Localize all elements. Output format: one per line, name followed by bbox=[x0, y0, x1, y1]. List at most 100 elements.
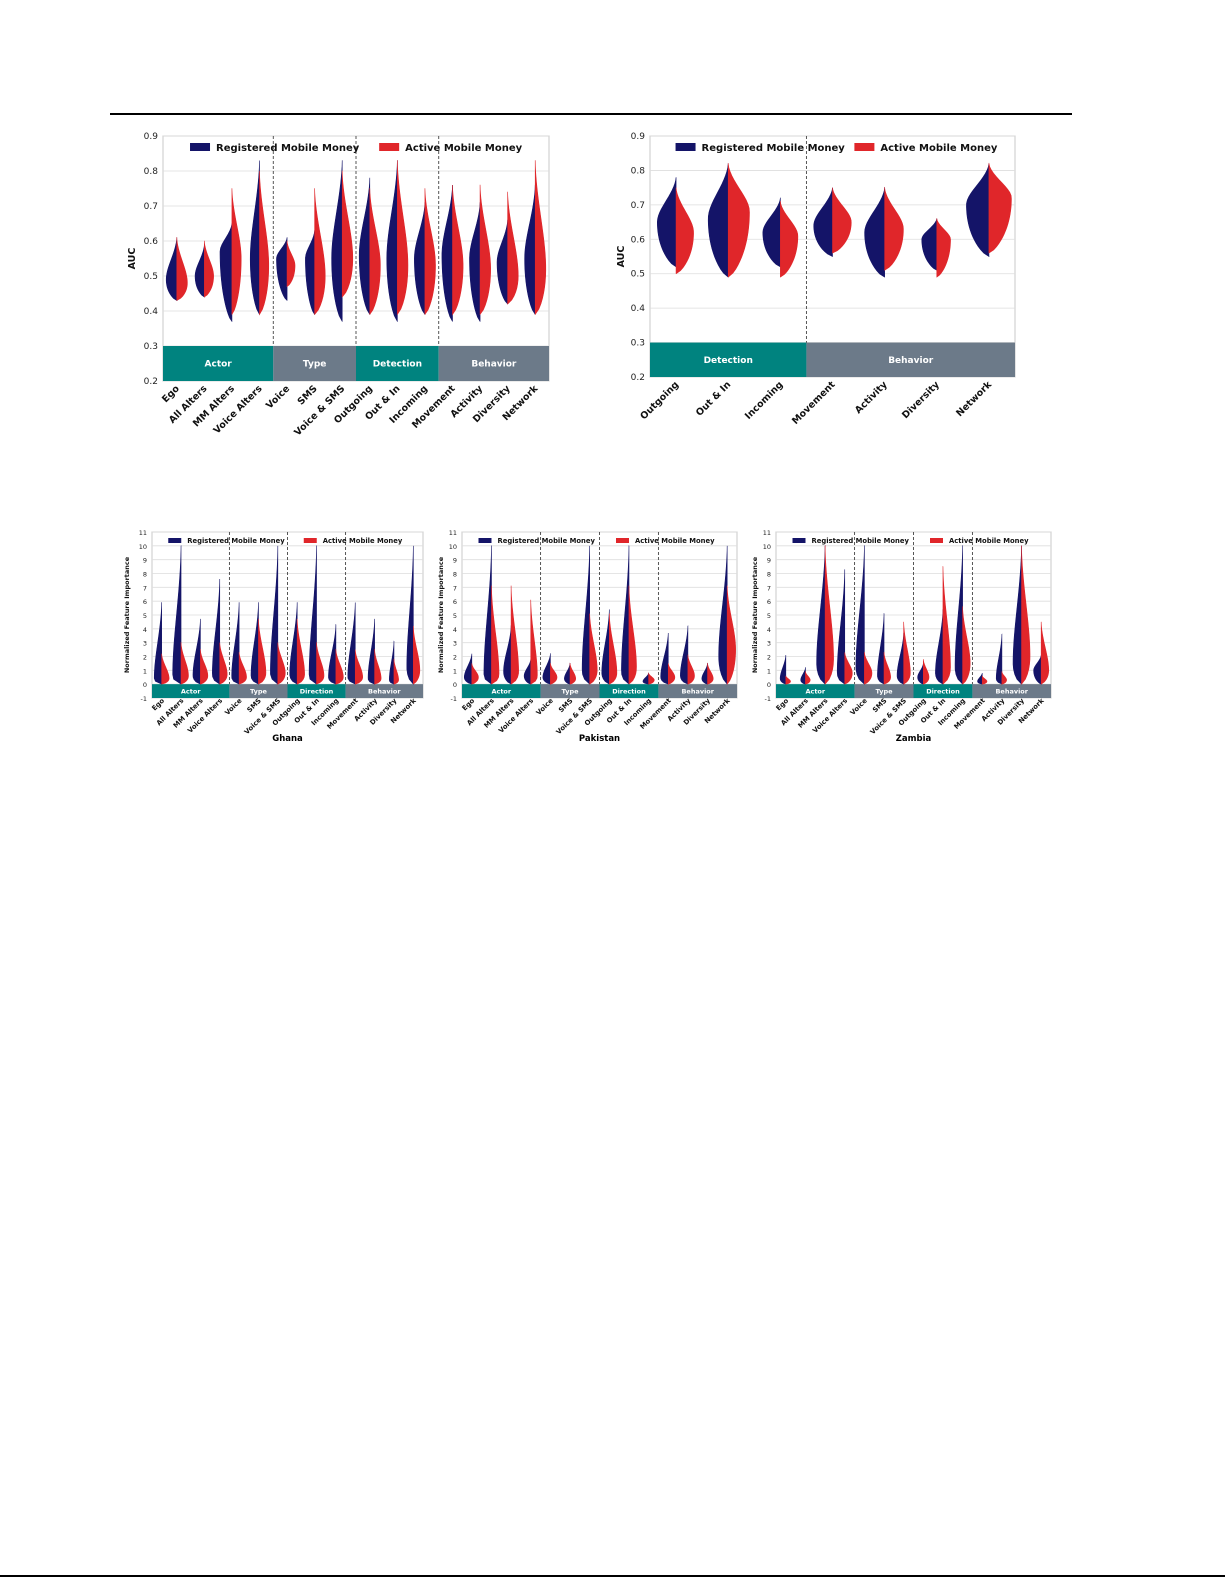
category-label-ego: Ego bbox=[461, 697, 477, 713]
violin-registered-mobile-money-movement bbox=[441, 184, 453, 322]
violin-registered-mobile-money-network bbox=[718, 545, 728, 685]
category-label-voice-alters: Voice Alters bbox=[212, 383, 265, 436]
violin-active-mobile-money-mm-alters bbox=[824, 545, 834, 685]
violin-active-mobile-money-diversity bbox=[1021, 545, 1031, 685]
y-tick-label: 7 bbox=[767, 584, 771, 592]
y-axis-label: Normalized Feature Importance bbox=[437, 556, 445, 673]
violin-registered-mobile-money-ego bbox=[165, 237, 178, 301]
legend-swatch-registered bbox=[478, 538, 492, 543]
violin-active-mobile-money-out-in bbox=[727, 162, 750, 278]
y-tick-label: 0 bbox=[453, 681, 457, 689]
violin-active-mobile-money-incoming bbox=[335, 648, 344, 685]
y-tick-label: 11 bbox=[449, 529, 457, 537]
group-band-direction bbox=[287, 684, 346, 698]
violin-registered-mobile-money-outgoing bbox=[601, 609, 610, 685]
violin-registered-mobile-money-diversity bbox=[701, 662, 708, 685]
violin-active-mobile-money-voice-alters bbox=[259, 170, 270, 316]
violin-registered-mobile-money-activity bbox=[680, 625, 689, 685]
violin-registered-mobile-money-movement bbox=[347, 602, 356, 685]
violin-active-mobile-money-sms bbox=[569, 662, 576, 685]
group-label-behavior: Behavior bbox=[888, 356, 934, 366]
violin-registered-mobile-money-diversity bbox=[389, 640, 395, 685]
y-tick-label: 5 bbox=[143, 612, 147, 620]
group-label-detection: Detection bbox=[373, 360, 422, 370]
group-label-behavior: Behavior bbox=[368, 687, 401, 695]
chart-title: Zambia bbox=[896, 734, 932, 744]
violin-registered-mobile-money-network bbox=[1033, 655, 1042, 685]
feature-importance-chart-pakistan: -1 0 1 2 3 4 5 6 7 8 9 10 11 Actor Type Direction Behavi… bbox=[437, 529, 738, 744]
violin-registered-mobile-money-out-in bbox=[707, 162, 729, 278]
group-band-detection bbox=[356, 346, 439, 381]
violin-active-mobile-money-voice bbox=[238, 652, 247, 685]
violin-active-mobile-money-ego bbox=[785, 675, 791, 685]
violin-registered-mobile-money-diversity bbox=[1012, 545, 1022, 685]
y-axis-label: AUC bbox=[616, 246, 627, 268]
violin-active-mobile-money-out-in bbox=[628, 585, 637, 685]
category-label-out-in: Out & In bbox=[694, 379, 733, 418]
chart-title: Pakistan bbox=[579, 734, 620, 744]
violin-active-mobile-money-movement bbox=[832, 187, 852, 254]
y-tick-label: 0.6 bbox=[631, 235, 646, 245]
violin-active-mobile-money-ego bbox=[471, 663, 479, 685]
violin-active-mobile-money-sms bbox=[258, 618, 267, 685]
violin-active-mobile-money-activity bbox=[883, 186, 904, 271]
y-tick-label: 6 bbox=[453, 598, 457, 606]
violin-active-mobile-money-voice bbox=[864, 652, 873, 685]
violin-active-mobile-money-all-alters bbox=[204, 240, 214, 298]
violin-registered-mobile-money-incoming bbox=[762, 197, 781, 268]
violin-active-mobile-money-mm-alters bbox=[510, 585, 519, 685]
violin-registered-mobile-money-movement bbox=[660, 632, 669, 685]
y-tick-label: 0.8 bbox=[631, 166, 646, 176]
violin-registered-mobile-money-sms bbox=[305, 230, 315, 315]
category-label-incoming: Incoming bbox=[743, 379, 786, 422]
y-tick-label: 0.7 bbox=[631, 201, 645, 211]
violin-active-mobile-money-incoming bbox=[780, 200, 799, 278]
violin-active-mobile-money-voice-alters bbox=[844, 652, 853, 685]
violin-registered-mobile-money-activity bbox=[995, 633, 1003, 685]
violin-registered-mobile-money-ego bbox=[153, 602, 163, 685]
y-tick-label: 9 bbox=[767, 557, 771, 565]
group-band-actor bbox=[462, 684, 541, 698]
y-tick-label: 0.9 bbox=[631, 132, 646, 142]
y-tick-label: 0 bbox=[143, 681, 147, 689]
feature-importance-chart-zambia: -1 0 1 2 3 4 5 6 7 8 9 10 11 Actor Type Direction Behavi… bbox=[751, 529, 1052, 744]
violin-active-mobile-money-diversity bbox=[707, 662, 714, 685]
violin-registered-mobile-money-activity bbox=[367, 618, 375, 685]
legend-label-active: Active Mobile Money bbox=[405, 143, 522, 154]
category-label-voice: Voice bbox=[223, 696, 243, 716]
violin-registered-mobile-money-voice bbox=[231, 602, 240, 685]
violin-registered-mobile-money-incoming bbox=[414, 202, 426, 315]
y-tick-label: 10 bbox=[763, 543, 771, 551]
y-tick-label: 4 bbox=[143, 626, 147, 634]
y-tick-label: -1 bbox=[765, 695, 771, 703]
legend-label-registered: Registered Mobile Money bbox=[702, 143, 846, 154]
legend-swatch-registered bbox=[190, 143, 211, 151]
violin-registered-mobile-money-movement bbox=[977, 673, 983, 685]
violin-active-mobile-money-outgoing bbox=[922, 659, 930, 685]
violin-registered-mobile-money-sms bbox=[564, 662, 571, 685]
auc-violin-chart-behavior-detection: 0.2 0.3 0.4 0.5 0.6 0.7 0.8 0.9 Detection Behavio… bbox=[616, 132, 1016, 427]
y-tick-label: 9 bbox=[453, 557, 457, 565]
chart-title: Ghana bbox=[272, 734, 303, 744]
group-label-behavior: Behavior bbox=[471, 360, 517, 370]
violin-active-mobile-money-network bbox=[988, 162, 1012, 254]
violin-registered-mobile-money-voice-sms bbox=[896, 632, 905, 685]
group-label-actor: Actor bbox=[805, 687, 825, 695]
violin-registered-mobile-money-voice-alters bbox=[836, 569, 846, 685]
violin-registered-mobile-money-sms bbox=[877, 612, 885, 685]
y-tick-label: 11 bbox=[139, 529, 147, 537]
violin-active-mobile-money-network bbox=[412, 625, 421, 686]
y-tick-label: 5 bbox=[767, 612, 771, 620]
violin-active-mobile-money-ego bbox=[176, 237, 188, 301]
y-tick-label: 6 bbox=[143, 598, 147, 606]
violin-active-mobile-money-voice bbox=[550, 662, 558, 685]
legend-swatch-active bbox=[616, 538, 629, 543]
group-band-type bbox=[854, 684, 914, 698]
violin-registered-mobile-money-mm-alters bbox=[192, 618, 201, 685]
violin-active-mobile-money-incoming bbox=[424, 188, 436, 315]
y-tick-label: 6 bbox=[767, 598, 771, 606]
category-label-sms: SMS bbox=[871, 697, 888, 714]
violin-active-mobile-money-voice-sms bbox=[277, 642, 286, 685]
y-tick-label: 0.3 bbox=[631, 339, 645, 349]
category-label-diversity: Diversity bbox=[900, 379, 942, 421]
